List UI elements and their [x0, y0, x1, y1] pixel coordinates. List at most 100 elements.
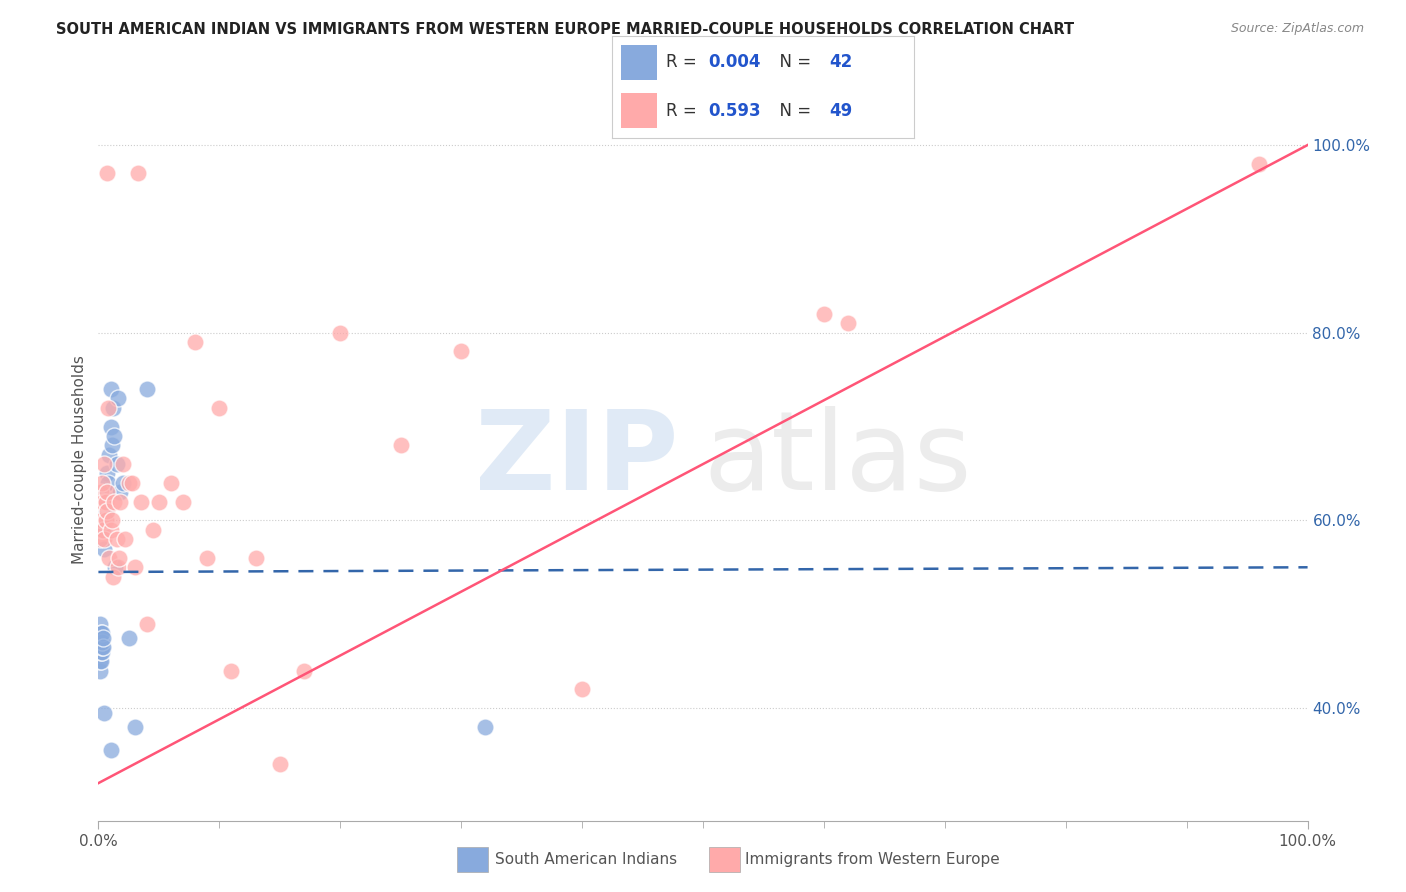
Point: [100, 438, 122, 452]
Point: [813, 307, 835, 321]
Point: [100, 513, 122, 527]
Point: [97, 401, 120, 415]
Text: R =: R =: [666, 54, 702, 71]
Point: [100, 419, 122, 434]
Point: [108, 494, 131, 508]
Point: [94, 504, 117, 518]
Point: [91, 513, 114, 527]
Point: [114, 532, 136, 546]
Text: 0.004: 0.004: [709, 54, 761, 71]
Point: [91, 640, 114, 654]
Point: [93, 532, 115, 546]
Point: [111, 457, 134, 471]
Point: [108, 550, 131, 565]
Point: [90, 631, 112, 645]
Point: [91, 626, 114, 640]
Point: [90, 635, 112, 649]
Point: [184, 335, 207, 350]
Point: [90, 523, 112, 537]
Point: [571, 682, 593, 697]
Point: [118, 475, 141, 490]
Point: [111, 475, 134, 490]
Point: [221, 664, 243, 678]
Point: [101, 569, 124, 583]
Point: [135, 616, 157, 631]
Point: [91, 523, 114, 537]
Point: [87, 631, 110, 645]
Point: [1249, 157, 1271, 171]
Point: [160, 475, 183, 490]
Point: [90, 654, 112, 668]
Point: [91, 645, 114, 659]
Point: [87, 640, 110, 654]
Point: [89, 532, 111, 546]
Point: [245, 550, 267, 565]
Text: Immigrants from Western Europe: Immigrants from Western Europe: [745, 853, 1000, 867]
Point: [124, 720, 146, 734]
Point: [93, 523, 115, 537]
Point: [96, 166, 118, 180]
Point: [329, 326, 352, 340]
Point: [269, 757, 291, 772]
Point: [94, 485, 117, 500]
Point: [91, 635, 114, 649]
Point: [90, 626, 112, 640]
Point: [389, 438, 412, 452]
Point: [208, 401, 231, 415]
Text: N =: N =: [769, 54, 815, 71]
Text: 49: 49: [830, 102, 852, 120]
Point: [90, 645, 112, 659]
Point: [104, 560, 127, 574]
Point: [96, 485, 118, 500]
Point: [103, 429, 125, 443]
Text: atlas: atlas: [703, 406, 972, 513]
FancyBboxPatch shape: [620, 45, 657, 79]
Text: Source: ZipAtlas.com: Source: ZipAtlas.com: [1230, 22, 1364, 36]
Point: [148, 494, 170, 508]
Point: [93, 457, 115, 471]
Point: [172, 494, 194, 508]
Point: [93, 706, 115, 720]
Y-axis label: Married-couple Households: Married-couple Households: [72, 355, 87, 564]
Point: [98, 448, 121, 462]
Text: SOUTH AMERICAN INDIAN VS IMMIGRANTS FROM WESTERN EUROPE MARRIED-COUPLE HOUSEHOLD: SOUTH AMERICAN INDIAN VS IMMIGRANTS FROM…: [56, 22, 1074, 37]
Point: [100, 523, 122, 537]
Point: [90, 485, 112, 500]
Point: [91, 631, 114, 645]
Point: [474, 720, 496, 734]
Point: [142, 523, 165, 537]
Point: [87, 649, 110, 664]
Point: [89, 626, 111, 640]
Point: [107, 560, 129, 574]
Point: [89, 616, 111, 631]
Point: [108, 485, 131, 500]
Point: [89, 654, 111, 668]
FancyBboxPatch shape: [620, 93, 657, 128]
Text: 0.593: 0.593: [709, 102, 761, 120]
Point: [129, 494, 152, 508]
Point: [91, 475, 114, 490]
Point: [94, 513, 117, 527]
Point: [107, 392, 129, 406]
Point: [292, 664, 315, 678]
Point: [94, 494, 117, 508]
Point: [91, 494, 114, 508]
Text: South American Indians: South American Indians: [495, 853, 678, 867]
Point: [124, 560, 146, 574]
Point: [89, 664, 111, 678]
Point: [105, 532, 128, 546]
Point: [98, 550, 121, 565]
Point: [101, 401, 124, 415]
Point: [93, 541, 115, 556]
Text: R =: R =: [666, 102, 702, 120]
Point: [118, 631, 141, 645]
Text: 42: 42: [830, 54, 852, 71]
Point: [96, 504, 118, 518]
Point: [837, 316, 859, 330]
Point: [195, 550, 218, 565]
Point: [450, 344, 472, 359]
Point: [100, 743, 122, 757]
Point: [127, 166, 149, 180]
Point: [96, 467, 118, 481]
Point: [100, 382, 122, 396]
